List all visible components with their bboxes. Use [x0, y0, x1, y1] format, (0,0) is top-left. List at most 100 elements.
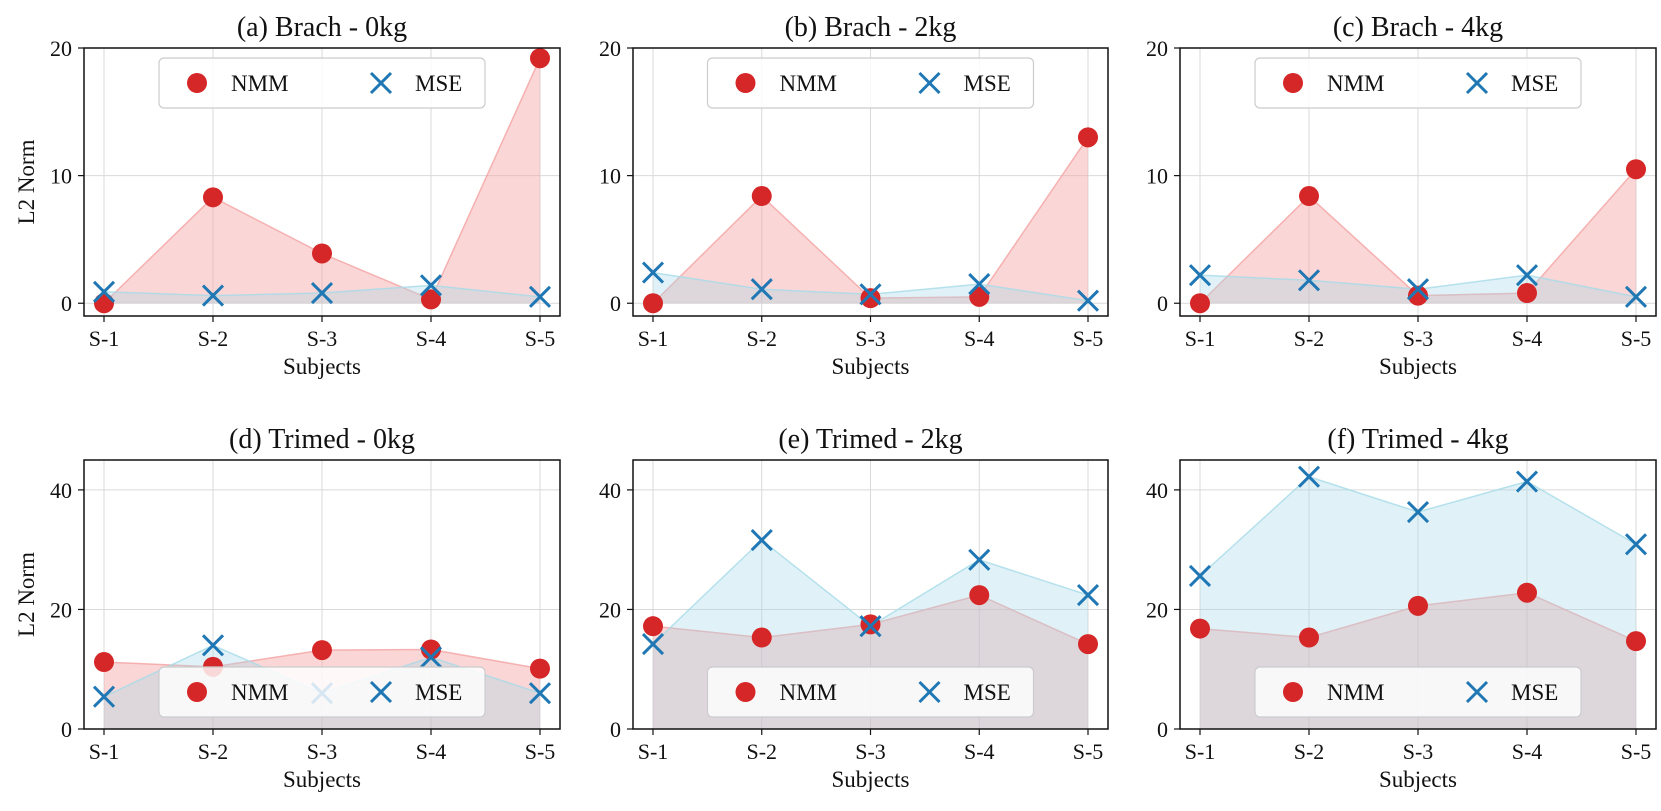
chart-title: (f) Trimed - 4kg — [1327, 424, 1508, 455]
nmm-point — [1626, 159, 1646, 180]
mse-point — [1076, 584, 1100, 607]
x-axis-label: Subjects — [283, 354, 361, 379]
y-tick-label: 10 — [1146, 164, 1168, 189]
chart-b: S-1 S-2 S-3 S-4 S-5 0 10 20 (b) Brach - 2kg Subje… — [599, 12, 1109, 379]
legend-nmm-label: NMM — [231, 71, 289, 96]
legend-nmm-marker — [1283, 682, 1303, 702]
y-tick-label: 0 — [61, 291, 72, 316]
mse-point — [1515, 264, 1539, 287]
legend-mse-marker — [1465, 71, 1489, 95]
mse-point — [92, 685, 116, 708]
x-tick-label: S-4 — [416, 739, 447, 764]
legend: NMM MSE — [1254, 666, 1582, 718]
x-axis-label: Subjects — [1379, 767, 1457, 792]
nmm-point — [421, 639, 441, 660]
legend-nmm-label: NMM — [1327, 71, 1385, 96]
x-tick-label: S-4 — [1512, 326, 1543, 351]
nmm-point — [1299, 186, 1319, 207]
x-tick-label: S-5 — [1621, 739, 1652, 764]
x-tick-label: S-5 — [1073, 326, 1104, 351]
legend-box — [158, 57, 486, 109]
mse-point — [528, 285, 552, 308]
x-tick-label: S-5 — [525, 326, 556, 351]
nmm-point — [312, 243, 332, 264]
legend-nmm-marker — [735, 73, 756, 93]
nmm-point — [643, 616, 663, 637]
nmm-point — [751, 627, 772, 648]
nmm-point — [1078, 127, 1098, 148]
legend-box — [706, 57, 1035, 109]
y-axis-label: L2 Norm — [14, 139, 39, 224]
legend-box — [706, 666, 1035, 718]
nmm-area — [653, 137, 1088, 304]
y-tick-label: 0 — [61, 717, 72, 742]
chart-title: (d) Trimed - 0kg — [229, 424, 415, 455]
legend-mse-label: MSE — [1511, 71, 1558, 96]
legend-nmm-label: NMM — [231, 680, 289, 705]
nmm-point — [751, 186, 772, 207]
legend: NMM MSE — [158, 57, 486, 109]
mse-point — [1188, 264, 1212, 287]
nmm-point — [312, 640, 332, 661]
x-tick-label: S-2 — [746, 739, 777, 764]
x-tick-label: S-4 — [964, 326, 995, 351]
nmm-point — [969, 286, 990, 307]
y-tick-label: 0 — [610, 717, 621, 742]
mse-point — [968, 548, 991, 571]
y-tick-label: 0 — [610, 291, 621, 316]
x-tick-label: S-1 — [638, 326, 669, 351]
x-tick-label: S-2 — [746, 326, 777, 351]
nmm-point — [1408, 595, 1428, 616]
x-tick-label: S-4 — [964, 739, 995, 764]
nmm-point — [1517, 582, 1537, 603]
mse-point — [1406, 500, 1430, 524]
y-tick-label: 20 — [50, 597, 72, 622]
y-tick-label: 20 — [599, 597, 621, 622]
x-tick-label: S-3 — [855, 739, 886, 764]
legend-box — [1254, 666, 1582, 718]
x-tick-label: S-1 — [89, 326, 120, 351]
nmm-point — [94, 293, 114, 314]
y-axis-label: L2 Norm — [14, 552, 39, 637]
mse-point — [419, 274, 443, 297]
x-tick-label: S-2 — [198, 739, 229, 764]
nmm-point — [1299, 627, 1319, 648]
x-tick-label: S-2 — [1294, 739, 1325, 764]
legend-nmm-label: NMM — [780, 680, 838, 705]
x-tick-label: S-3 — [1403, 326, 1434, 351]
legend-mse-marker — [1465, 680, 1489, 704]
mse-point — [750, 278, 773, 301]
x-tick-label: S-5 — [1621, 326, 1652, 351]
nmm-point — [421, 289, 441, 310]
legend: NMM MSE — [1254, 57, 1582, 109]
legend: NMM MSE — [158, 666, 486, 718]
y-tick-label: 20 — [50, 36, 72, 61]
y-tick-label: 40 — [50, 478, 72, 503]
nmm-point — [1626, 631, 1646, 652]
y-tick-label: 40 — [599, 478, 621, 503]
x-tick-label: S-3 — [1403, 739, 1434, 764]
x-tick-label: S-5 — [525, 739, 556, 764]
y-tick-label: 10 — [599, 164, 621, 189]
nmm-point — [1190, 618, 1210, 639]
mse-point — [750, 529, 773, 552]
legend-nmm-label: NMM — [1327, 680, 1385, 705]
chart-title: (b) Brach - 2kg — [785, 12, 957, 43]
legend: NMM MSE — [706, 57, 1035, 109]
x-tick-label: S-4 — [416, 326, 447, 351]
chart-title: (c) Brach - 4kg — [1333, 12, 1503, 43]
x-tick-label: S-2 — [198, 326, 229, 351]
nmm-point — [1078, 634, 1098, 655]
legend-box — [1254, 57, 1582, 109]
legend-nmm-marker — [187, 73, 207, 93]
chart-d: S-1 S-2 S-3 S-4 S-5 0 20 40 (d) Trimed - 0kg Subj… — [14, 424, 561, 792]
x-tick-label: S-1 — [89, 739, 120, 764]
mse-point — [201, 284, 225, 307]
nmm-point — [203, 187, 223, 208]
legend-mse-marker — [369, 71, 393, 95]
legend-nmm-marker — [735, 682, 756, 702]
chart-title: (a) Brach - 0kg — [237, 12, 407, 43]
mse-point — [528, 682, 552, 705]
y-tick-label: 20 — [599, 36, 621, 61]
